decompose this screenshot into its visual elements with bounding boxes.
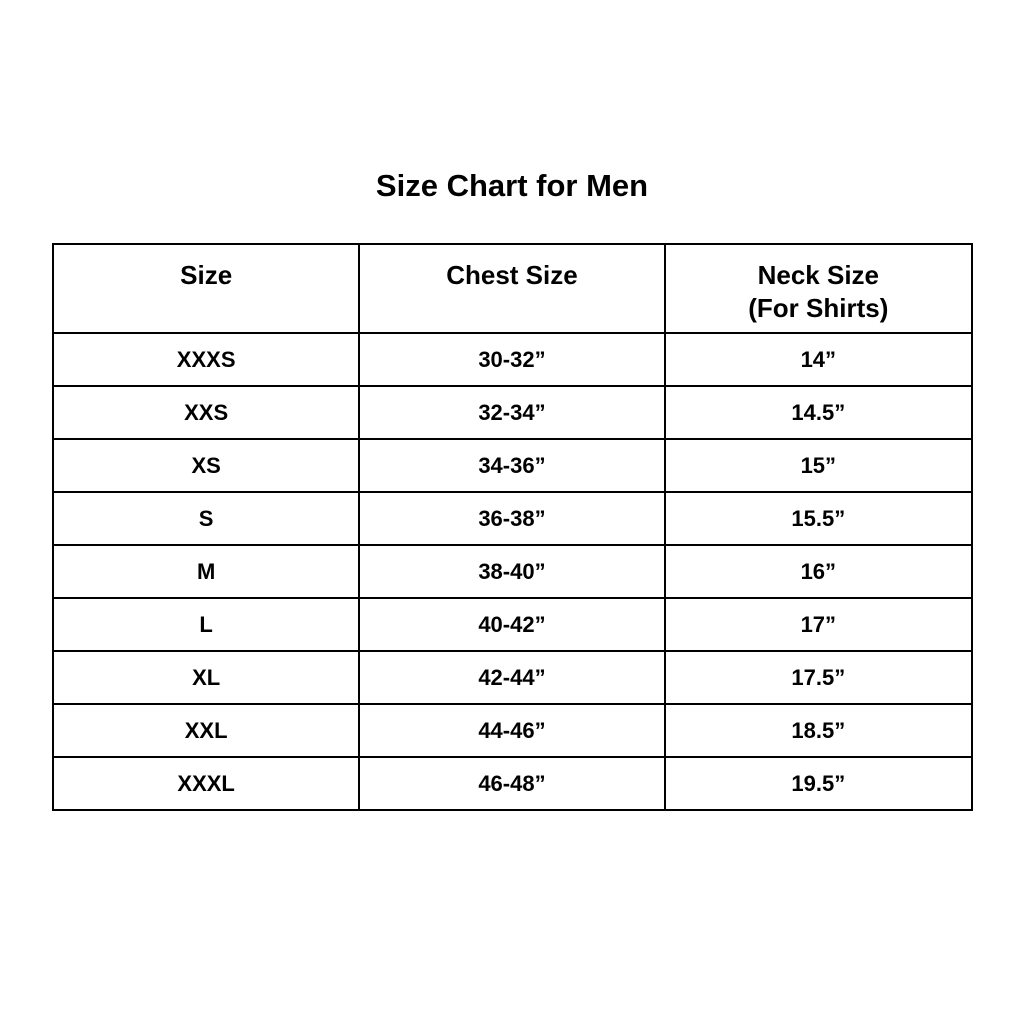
page-title: Size Chart for Men bbox=[375, 168, 649, 203]
size-cell: L bbox=[51, 597, 361, 652]
chest-size-cell: 40-42” bbox=[358, 597, 666, 652]
header-chest-size: Chest Size bbox=[358, 243, 666, 334]
size-cell: XXXL bbox=[51, 756, 361, 811]
header-row: Size Chest Size Neck Size (For Shirts) bbox=[51, 243, 974, 334]
size-cell: XL bbox=[51, 650, 361, 705]
table-row: S 36-38” 15.5” bbox=[51, 491, 974, 546]
table-row: XS 34-36” 15” bbox=[51, 438, 974, 493]
table-row: L 40-42” 17” bbox=[51, 597, 974, 652]
neck-size-cell: 15” bbox=[663, 438, 974, 493]
chest-size-cell: 32-34” bbox=[358, 385, 666, 440]
table-row: XXXS 30-32” 14” bbox=[51, 332, 974, 387]
table-row: XXS 32-34” 14.5” bbox=[51, 385, 974, 440]
chest-size-cell: 38-40” bbox=[358, 544, 666, 599]
header-neck-size: Neck Size (For Shirts) bbox=[663, 243, 974, 334]
neck-size-cell: 15.5” bbox=[663, 491, 974, 546]
size-cell: M bbox=[51, 544, 361, 599]
chest-size-cell: 34-36” bbox=[358, 438, 666, 493]
neck-size-cell: 14” bbox=[663, 332, 974, 387]
table-row: XXXL 46-48” 19.5” bbox=[51, 756, 974, 811]
neck-size-cell: 17.5” bbox=[663, 650, 974, 705]
neck-size-cell: 17” bbox=[663, 597, 974, 652]
chest-size-cell: 44-46” bbox=[358, 703, 666, 758]
table-row: XXL 44-46” 18.5” bbox=[51, 703, 974, 758]
header-neck-sublabel: (For Shirts) bbox=[748, 293, 889, 323]
neck-size-cell: 14.5” bbox=[663, 385, 974, 440]
size-cell: XXXS bbox=[51, 332, 361, 387]
size-cell: XXS bbox=[51, 385, 361, 440]
chest-size-cell: 42-44” bbox=[358, 650, 666, 705]
size-chart-table: Size Chest Size Neck Size (For Shirts) XX… bbox=[51, 243, 974, 811]
neck-size-cell: 18.5” bbox=[663, 703, 974, 758]
table-row: XL 42-44” 17.5” bbox=[51, 650, 974, 705]
neck-size-cell: 16” bbox=[663, 544, 974, 599]
size-cell: S bbox=[51, 491, 361, 546]
header-chest-label: Chest Size bbox=[446, 260, 578, 290]
neck-size-cell: 19.5” bbox=[663, 756, 974, 811]
size-cell: XS bbox=[51, 438, 361, 493]
chest-size-cell: 46-48” bbox=[358, 756, 666, 811]
chest-size-cell: 30-32” bbox=[358, 332, 666, 387]
table-row: M 38-40” 16” bbox=[51, 544, 974, 599]
chest-size-cell: 36-38” bbox=[358, 491, 666, 546]
header-size: Size bbox=[51, 243, 361, 334]
size-cell: XXL bbox=[51, 703, 361, 758]
header-size-label: Size bbox=[180, 260, 233, 290]
header-neck-label: Neck Size bbox=[757, 260, 880, 290]
